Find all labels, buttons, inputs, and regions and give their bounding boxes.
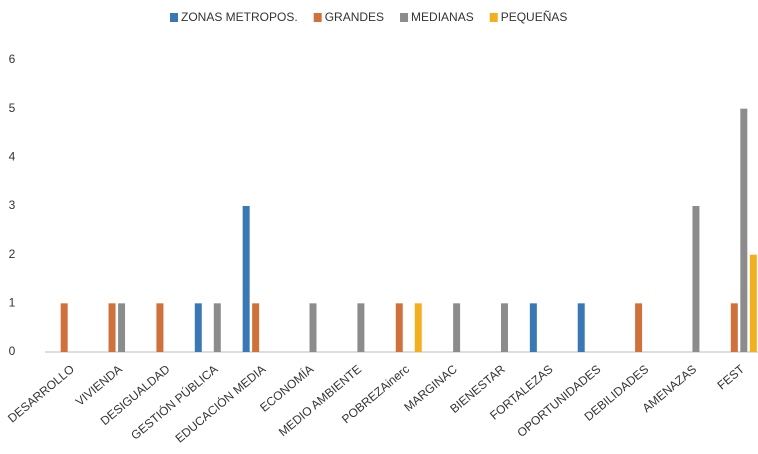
x-tick-label: OPORTUNIDADES <box>514 362 603 440</box>
y-tick-label: 4 <box>9 150 16 164</box>
bar <box>118 303 126 352</box>
bar <box>500 303 508 352</box>
legend-swatch <box>313 13 322 22</box>
legend-swatch <box>489 13 498 22</box>
legend-label: PEQUEÑAS <box>501 10 568 24</box>
bar <box>730 303 738 352</box>
bar <box>309 303 317 352</box>
bar <box>453 303 461 352</box>
y-tick-label: 0 <box>9 344 16 358</box>
bar <box>156 303 164 352</box>
x-tick-label: MEDIO AMBIENTE <box>276 362 364 439</box>
bar <box>749 254 757 352</box>
y-tick-label: 2 <box>9 247 16 261</box>
x-tick-label: GESTIÓN PÚBLICA <box>128 361 221 442</box>
y-tick-label: 3 <box>9 198 16 212</box>
bar <box>395 303 403 352</box>
x-tick-label: FEST <box>715 362 748 393</box>
y-tick-label: 5 <box>9 101 16 115</box>
bar <box>740 108 748 353</box>
bar <box>414 303 422 352</box>
bar <box>108 303 116 352</box>
bar <box>635 303 643 352</box>
bar <box>577 303 585 352</box>
bar <box>213 303 221 352</box>
legend-label: MEDIANAS <box>411 10 474 24</box>
legend-swatch <box>170 13 178 22</box>
bar <box>357 303 365 352</box>
bar <box>692 206 700 352</box>
y-tick-label: 1 <box>9 296 16 310</box>
bar <box>194 303 202 352</box>
legend-swatch <box>400 13 409 22</box>
y-tick-label: 6 <box>9 52 16 66</box>
x-tick-label: DESARROLLO <box>5 362 77 425</box>
bar <box>60 303 68 352</box>
bar <box>529 303 537 352</box>
legend-label: GRANDES <box>325 10 384 24</box>
x-tick-label: EDUCACIÓN MEDIA <box>172 361 268 445</box>
bar <box>242 206 250 352</box>
bar <box>252 303 260 352</box>
legend-label: ZONAS METROPOS. <box>181 10 298 24</box>
